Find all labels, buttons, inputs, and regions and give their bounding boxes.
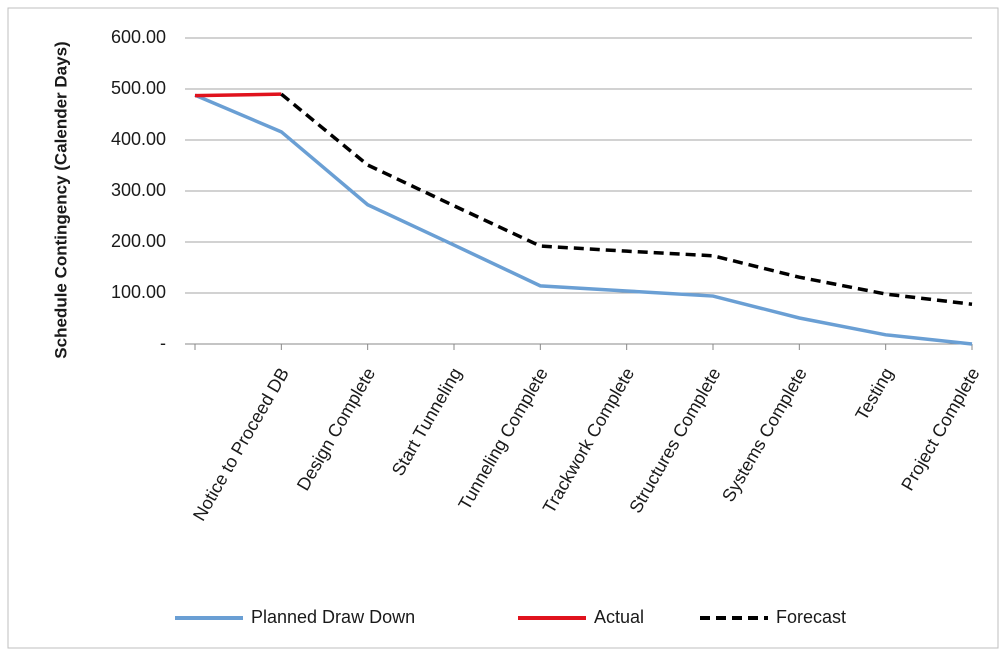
y-tick-label: - <box>160 333 166 353</box>
series-line <box>194 93 973 346</box>
series-line <box>280 92 973 306</box>
y-tick-label: 200.00 <box>111 231 166 251</box>
chart-border <box>7 7 999 649</box>
y-axis-label: Schedule Contingency (Calender Days) <box>51 41 70 358</box>
series-line <box>194 92 282 98</box>
y-tick-label: 300.00 <box>111 180 166 200</box>
y-tick-label: 100.00 <box>111 282 166 302</box>
y-tick-label: 500.00 <box>111 78 166 98</box>
y-tick-label: 600.00 <box>111 27 166 47</box>
legend-label: Forecast <box>776 607 846 627</box>
legend-label: Actual <box>594 607 644 627</box>
y-tick-label: 400.00 <box>111 129 166 149</box>
legend-label: Planned Draw Down <box>251 607 415 627</box>
